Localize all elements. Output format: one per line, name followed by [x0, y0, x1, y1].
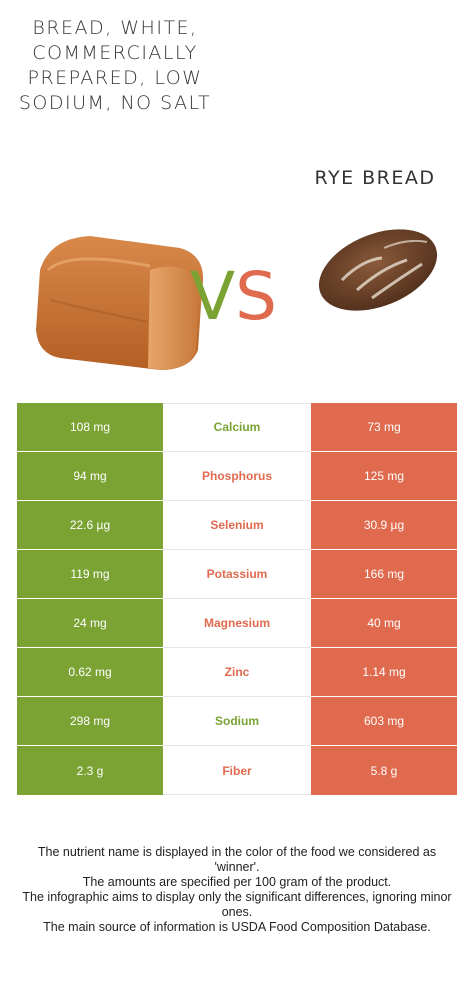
- table-row: 108 mg Calcium 73 mg: [17, 403, 457, 452]
- left-value: 22.6 µg: [17, 501, 163, 550]
- footnote-line: The nutrient name is displayed in the co…: [37, 845, 437, 874]
- left-value: 0.62 mg: [17, 648, 163, 697]
- food-right-title: Rye bread: [314, 167, 436, 189]
- nutrient-name: Potassium: [163, 550, 311, 599]
- rye-bread-loaf-icon: [318, 229, 438, 311]
- table-row: 298 mg Sodium 603 mg: [17, 697, 457, 746]
- right-value: 30.9 µg: [311, 501, 457, 550]
- left-value: 2.3 g: [17, 746, 163, 795]
- nutrient-name: Selenium: [163, 501, 311, 550]
- nutrient-name: Magnesium: [163, 599, 311, 648]
- footnote: The nutrient name is displayed in the co…: [14, 845, 460, 935]
- left-value: 94 mg: [17, 452, 163, 501]
- footnote-line: The infographic aims to display only the…: [22, 890, 452, 919]
- nutrient-name: Calcium: [163, 403, 311, 452]
- versus-label: VS: [190, 258, 278, 335]
- left-value: 298 mg: [17, 697, 163, 746]
- right-value: 603 mg: [311, 697, 457, 746]
- nutrient-name: Zinc: [163, 648, 311, 697]
- left-value: 108 mg: [17, 403, 163, 452]
- left-value: 24 mg: [17, 599, 163, 648]
- white-bread-loaf-icon: [36, 236, 204, 370]
- nutrient-name: Sodium: [163, 697, 311, 746]
- table-row: 24 mg Magnesium 40 mg: [17, 599, 457, 648]
- right-value: 1.14 mg: [311, 648, 457, 697]
- footnote-line: The amounts are specified per 100 gram o…: [82, 875, 392, 889]
- table-row: 22.6 µg Selenium 30.9 µg: [17, 501, 457, 550]
- left-value: 119 mg: [17, 550, 163, 599]
- right-value: 166 mg: [311, 550, 457, 599]
- table-row: 0.62 mg Zinc 1.14 mg: [17, 648, 457, 697]
- right-value: 5.8 g: [311, 746, 457, 795]
- right-value: 73 mg: [311, 403, 457, 452]
- nutrient-comparison-table: 108 mg Calcium 73 mg 94 mg Phosphorus 125 mg 2…: [17, 403, 457, 795]
- right-value: 40 mg: [311, 599, 457, 648]
- footnote-line: The main source of information is USDA F…: [43, 920, 431, 934]
- nutrient-name: Fiber: [163, 746, 311, 795]
- right-value: 125 mg: [311, 452, 457, 501]
- table-row: 2.3 g Fiber 5.8 g: [17, 746, 457, 795]
- table-row: 94 mg Phosphorus 125 mg: [17, 452, 457, 501]
- table-row: 119 mg Potassium 166 mg: [17, 550, 457, 599]
- food-left-title: Bread, white, commercially prepared, low…: [18, 17, 212, 114]
- nutrient-name: Phosphorus: [163, 452, 311, 501]
